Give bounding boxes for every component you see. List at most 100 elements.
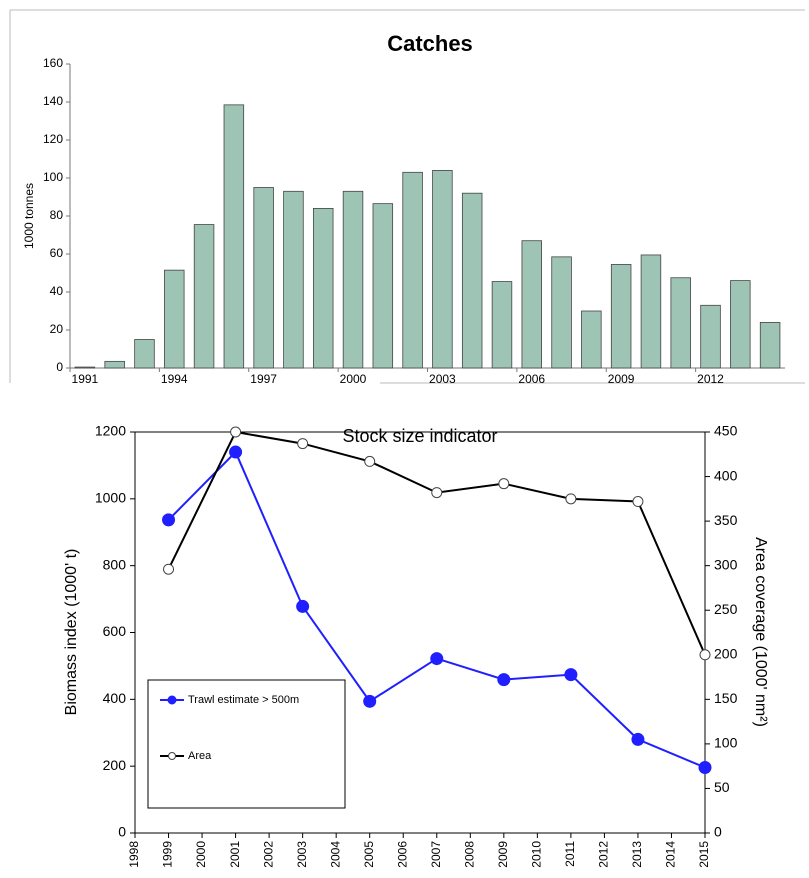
x-tick-label: 2012 [697, 372, 724, 386]
bar [521, 240, 543, 369]
x-tick-label: 1998 [127, 841, 141, 868]
point [699, 649, 711, 661]
x-tick-label: 2003 [429, 372, 456, 386]
y-axis-label: 1000 tonnes [22, 183, 36, 249]
y-tick-label: 1200 [95, 423, 126, 439]
bar [610, 264, 632, 369]
point [230, 426, 242, 438]
legend-marker [168, 752, 176, 760]
x-tick-label: 2009 [496, 841, 510, 868]
legend-box [147, 679, 346, 809]
y-tick-label: 400 [103, 690, 127, 706]
bar [134, 339, 155, 369]
y-tick-label: 160 [43, 56, 63, 70]
x-tick-label: 2011 [563, 841, 577, 867]
point [631, 732, 645, 746]
bar [670, 277, 691, 369]
bar [283, 190, 304, 369]
x-tick-label: 2004 [328, 841, 342, 868]
y2-tick-label: 250 [714, 601, 738, 617]
x-tick-label: 1999 [161, 841, 175, 868]
bar [74, 366, 96, 369]
chart-title: Catches [387, 31, 473, 56]
y-tick-label: 80 [50, 208, 64, 222]
y-tick-label: 100 [43, 170, 63, 184]
bar [402, 171, 423, 369]
x-tick-label: 1994 [161, 372, 188, 386]
bar [640, 254, 662, 369]
y-tick-label: 140 [43, 94, 63, 108]
point [364, 455, 376, 467]
point [296, 599, 310, 613]
x-tick-label: 2000 [340, 372, 367, 386]
x-tick-label: 2007 [429, 841, 443, 868]
y2-tick-label: 350 [714, 512, 738, 528]
bar [461, 192, 483, 369]
x-tick-label: 2001 [228, 841, 242, 868]
x-tick-label: 1997 [250, 372, 277, 386]
x-tick-label: 2005 [362, 841, 376, 868]
y2-tick-label: 300 [714, 556, 738, 572]
bar [193, 224, 215, 369]
point [163, 563, 175, 575]
bar [700, 304, 721, 369]
legend-label: Area [188, 750, 212, 762]
x-tick-label: 2006 [518, 372, 545, 386]
y2-tick-label: 150 [714, 690, 738, 706]
x-tick-label: 2013 [630, 841, 644, 868]
bar [372, 203, 394, 369]
chart-title: Stock size indicator [342, 426, 497, 446]
x-tick-label: 2010 [530, 841, 544, 868]
y-tick-label: 800 [103, 556, 127, 572]
bar [551, 256, 572, 369]
bar [342, 190, 364, 369]
bar [581, 310, 602, 369]
x-tick-label: 2003 [295, 841, 309, 868]
point [497, 673, 511, 687]
y-tick-label: 60 [50, 246, 64, 260]
x-tick-label: 2009 [608, 372, 635, 386]
y-tick-label: 120 [43, 132, 63, 146]
legend-label: Trawl estimate > 500m [188, 694, 299, 706]
point [565, 493, 577, 505]
x-tick-label: 2000 [194, 841, 208, 868]
y-tick-label: 200 [103, 757, 127, 773]
x-tick-label: 2012 [597, 841, 611, 868]
y2-tick-label: 50 [714, 779, 730, 795]
x-tick-label: 2002 [261, 841, 275, 868]
bar [730, 280, 751, 369]
y2-tick-label: 450 [714, 423, 738, 439]
point [430, 652, 444, 666]
y-tick-label: 600 [103, 623, 127, 639]
y-axis-label: Biomass index (1000' t) [63, 549, 80, 716]
y2-tick-label: 200 [714, 645, 738, 661]
x-tick-label: 2006 [395, 841, 409, 868]
point [229, 445, 243, 459]
y-tick-label: 0 [56, 360, 63, 374]
bar [164, 269, 185, 369]
y-tick-label: 20 [50, 322, 64, 336]
x-tick-label: 2015 [697, 841, 711, 868]
bar [104, 360, 125, 369]
frame [9, 9, 805, 384]
y-tick-label: 0 [118, 824, 126, 840]
bar [253, 187, 274, 369]
y-tick-label: 40 [50, 284, 64, 298]
point [297, 438, 309, 450]
bar [759, 321, 781, 369]
point [431, 487, 443, 499]
y2-tick-label: 100 [714, 735, 738, 751]
legend-marker [167, 695, 177, 705]
bar [432, 169, 453, 369]
y2-tick-label: 0 [714, 824, 722, 840]
bar [223, 104, 245, 369]
point [698, 761, 712, 775]
point [363, 694, 377, 708]
bar [491, 281, 513, 369]
bar [312, 207, 334, 369]
point [564, 668, 578, 682]
y2-tick-label: 400 [714, 467, 738, 483]
y2-axis-label: Area coverage (1000' nm²) [752, 537, 769, 727]
point [498, 478, 510, 490]
